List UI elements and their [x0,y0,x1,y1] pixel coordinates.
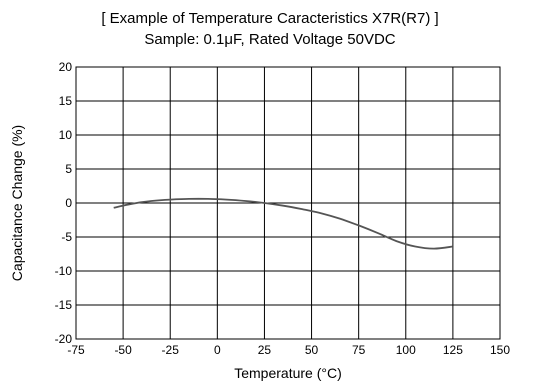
chart-title: [ Example of Temperature Caracteristics … [101,10,439,27]
x-tick-labels: -75 -50 -25 0 25 50 75 100 125 150 [67,343,510,357]
x-axis-label: Temperature (°C) [234,365,342,381]
y-tick-label: -20 [55,332,73,346]
x-tick-label: 0 [214,343,221,357]
chart-subtitle: Sample: 0.1μF, Rated Voltage 50VDC [144,31,396,48]
x-tick-label: 100 [396,343,416,357]
x-tick-label: 25 [258,343,272,357]
y-tick-label: -10 [55,264,73,278]
y-tick-label: 5 [65,162,72,176]
x-tick-label: 150 [490,343,510,357]
x-tick-label: 50 [305,343,319,357]
y-tick-label: -15 [55,298,73,312]
y-tick-labels: 20 15 10 5 0 -5 -10 -15 -20 [55,60,73,346]
y-tick-label: -5 [61,230,72,244]
x-tick-label: -50 [114,343,132,357]
y-tick-label: 10 [59,128,73,142]
series [113,197,454,250]
y-axis-label: Capacitance Change (%) [9,125,25,281]
grid [76,67,500,339]
plot-frame [75,66,501,340]
x-tick-label: -75 [67,343,85,357]
y-tick-label: 0 [65,196,72,210]
series-line [113,197,454,250]
y-tick-label: 15 [59,94,73,108]
x-tick-label: 125 [443,343,463,357]
y-tick-label: 20 [59,60,73,74]
x-tick-label: 75 [352,343,366,357]
x-tick-label: -25 [162,343,180,357]
